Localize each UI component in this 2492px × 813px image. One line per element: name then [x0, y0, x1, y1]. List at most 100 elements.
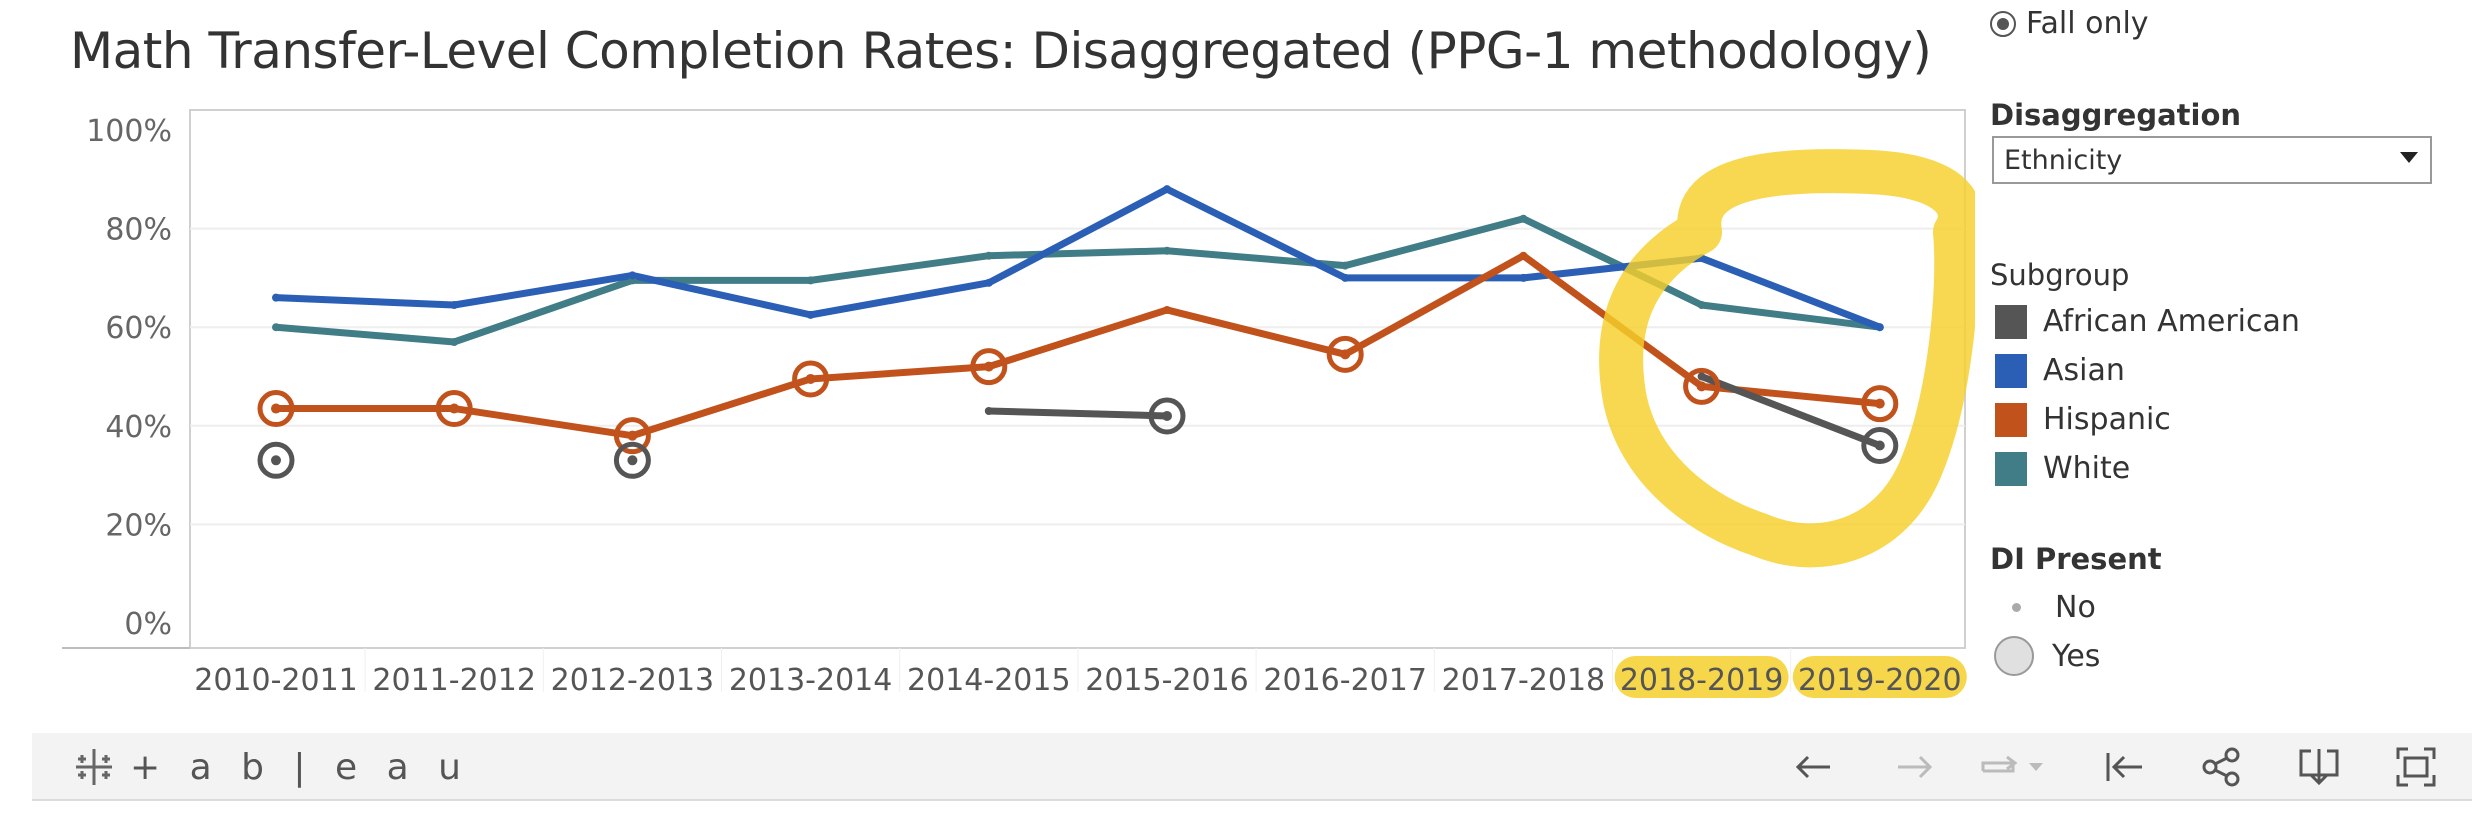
di-legend-title: DI Present — [1990, 542, 2162, 576]
tableau-logo-icon — [76, 749, 112, 785]
data-point-asian — [984, 278, 993, 287]
data-point-african-american — [271, 455, 281, 466]
share-icon[interactable] — [2200, 745, 2244, 789]
radio-label: Fall only — [2026, 6, 2149, 41]
di-no-label: No — [2055, 590, 2096, 625]
highlight-pill — [1614, 656, 1789, 698]
legend-item-hispanic[interactable]: Hispanic — [1995, 402, 2171, 437]
legend-item-african-american[interactable]: African American — [1995, 304, 2300, 339]
legend-label: Asian — [2043, 353, 2125, 388]
series-line-african-american — [1698, 373, 1884, 450]
di-yes-label: Yes — [2052, 638, 2101, 674]
data-point-white — [450, 337, 459, 346]
data-point-hispanic-di — [970, 348, 1008, 386]
data-point-asian — [1341, 273, 1350, 282]
small-dot-icon — [2012, 603, 2021, 612]
data-point-hispanic — [1340, 349, 1351, 360]
data-point-hispanic — [1696, 381, 1707, 392]
data-point-hispanic — [449, 403, 460, 414]
data-point-white — [806, 276, 815, 285]
data-point-african-american-di — [1148, 397, 1186, 435]
data-point-hispanic — [805, 373, 816, 384]
legend-swatch — [1995, 402, 2027, 437]
legend-item-white[interactable]: White — [1995, 451, 2130, 486]
data-point-african-american — [1874, 440, 1885, 451]
data-point-asian — [1875, 323, 1884, 332]
x-tick-label: 2016-2017 — [1263, 663, 1427, 698]
data-point-hispanic-di — [792, 360, 830, 398]
subgroup-legend-title: Subgroup — [1990, 258, 2130, 292]
large-circle-icon — [1994, 636, 2034, 676]
data-point-white — [1697, 301, 1706, 310]
legend-swatch — [1995, 304, 2027, 339]
highlight-pill — [1792, 656, 1967, 698]
data-point-hispanic-di — [1326, 335, 1364, 373]
data-point-hispanic-di — [1861, 385, 1899, 423]
x-tick-label: 2013-2014 — [729, 663, 893, 698]
radio-selected-icon — [1990, 10, 2016, 37]
di-legend-yes[interactable]: Yes — [1994, 636, 2100, 676]
data-point-hispanic — [271, 403, 281, 414]
data-point-hispanic-di — [1683, 367, 1721, 405]
legend-label: White — [2043, 451, 2131, 486]
disaggregation-dropdown[interactable]: Ethnicity — [1992, 136, 2432, 184]
data-point-african-american — [1162, 410, 1172, 421]
y-tick-label: 100% — [86, 114, 172, 149]
di-legend-no[interactable]: No — [2008, 590, 2096, 625]
data-point-hispanic — [1519, 251, 1528, 260]
legend-label: African American — [2043, 304, 2300, 339]
data-point-asian — [272, 293, 280, 302]
data-point-white — [272, 323, 280, 332]
x-tick-label: 2011-2012 — [372, 663, 536, 698]
data-point-african-american-di — [613, 441, 651, 479]
x-tick-label: 2010-2011 — [194, 663, 358, 698]
fullscreen-icon[interactable] — [2394, 745, 2438, 789]
data-point-african-american-di — [257, 441, 295, 479]
y-tick-label: 40% — [105, 410, 172, 445]
line-chart: 0% 20% 40% 60% 80% 100% 2010-2011 2011-2012 201… — [62, 109, 1975, 698]
replay-icon[interactable] — [1977, 745, 2053, 789]
data-point-hispanic — [983, 361, 994, 372]
legend-item-asian[interactable]: Asian — [1995, 353, 2125, 388]
x-tick-label: 2018-2019 — [1620, 663, 1784, 698]
x-tick-label: 2012-2013 — [551, 663, 715, 698]
data-point-african-american — [1697, 372, 1706, 381]
undo-icon[interactable] — [1792, 745, 1836, 789]
fall-only-radio[interactable]: Fall only — [1990, 6, 2149, 41]
data-point-african-american — [984, 407, 993, 416]
data-point-asian — [806, 310, 815, 319]
data-point-hispanic — [1874, 398, 1885, 409]
data-point-hispanic — [1163, 305, 1171, 314]
chart-title: Math Transfer-Level Completion Rates: Di… — [70, 22, 1932, 80]
download-icon[interactable] — [2297, 745, 2341, 789]
dropdown-value: Ethnicity — [2004, 144, 2123, 176]
data-point-asian — [628, 271, 637, 280]
tableau-toolbar: + a b | e a u — [32, 733, 2472, 801]
y-tick-label: 20% — [105, 508, 172, 543]
data-point-hispanic — [627, 430, 638, 441]
data-point-asian — [450, 301, 459, 310]
redo-icon[interactable] — [1892, 745, 1936, 789]
data-point-white — [984, 251, 993, 260]
legend-swatch — [1995, 451, 2027, 486]
data-point-asian — [1519, 273, 1528, 282]
series-line-african-american — [985, 407, 1171, 420]
data-point-african-american-di — [1861, 427, 1899, 465]
revert-icon[interactable] — [2102, 745, 2146, 789]
legend-swatch — [1995, 353, 2027, 388]
chevron-down-icon — [2400, 152, 2418, 163]
data-point-white — [1519, 214, 1528, 223]
legend-label: Hispanic — [2043, 402, 2171, 437]
highlight-annotation-loop — [1599, 149, 1975, 568]
x-tick-label: 2015-2016 — [1085, 663, 1249, 698]
data-point-white — [1341, 261, 1350, 270]
x-tick-label: 2014-2015 — [907, 663, 1071, 698]
series-line-white — [272, 215, 1884, 346]
y-tick-label: 80% — [105, 213, 172, 248]
data-point-white — [1163, 246, 1171, 255]
x-tick-label: 2019-2020 — [1798, 663, 1962, 698]
data-point-asian — [1163, 185, 1171, 194]
y-tick-label: 0% — [124, 607, 172, 642]
x-tick-label: 2017-2018 — [1442, 663, 1606, 698]
data-point-hispanic-di — [613, 417, 651, 455]
